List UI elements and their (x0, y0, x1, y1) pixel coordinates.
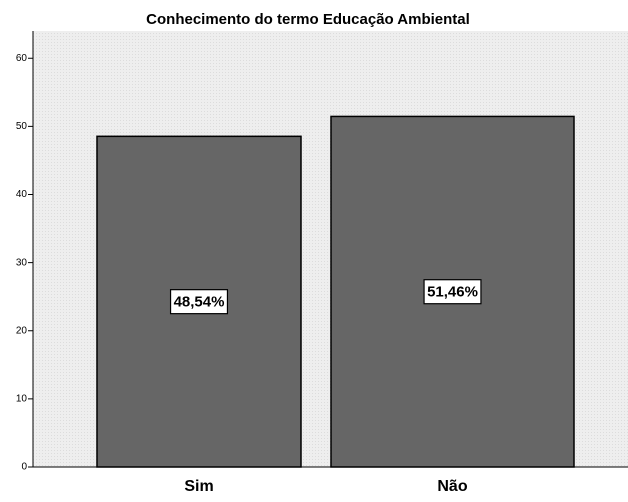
y-tick-label: 50 (16, 121, 28, 132)
data-label-box (169, 289, 229, 315)
y-tick-label: 60 (16, 53, 28, 64)
y-tick-label: 10 (16, 394, 28, 405)
y-tick-label: 20 (16, 325, 28, 336)
data-label: 51,46% (427, 284, 478, 301)
x-tick-label: Sim (184, 478, 213, 495)
bar (330, 115, 575, 468)
chart-title: Conhecimento do termo Educação Ambiental (146, 11, 470, 28)
y-tick-label: 30 (16, 257, 28, 268)
data-label-box (423, 279, 482, 305)
y-tick-label: 0 (21, 462, 27, 473)
data-label: 48,54% (174, 294, 225, 311)
y-tick-label: 40 (16, 189, 28, 200)
x-tick-label: Não (437, 478, 467, 495)
